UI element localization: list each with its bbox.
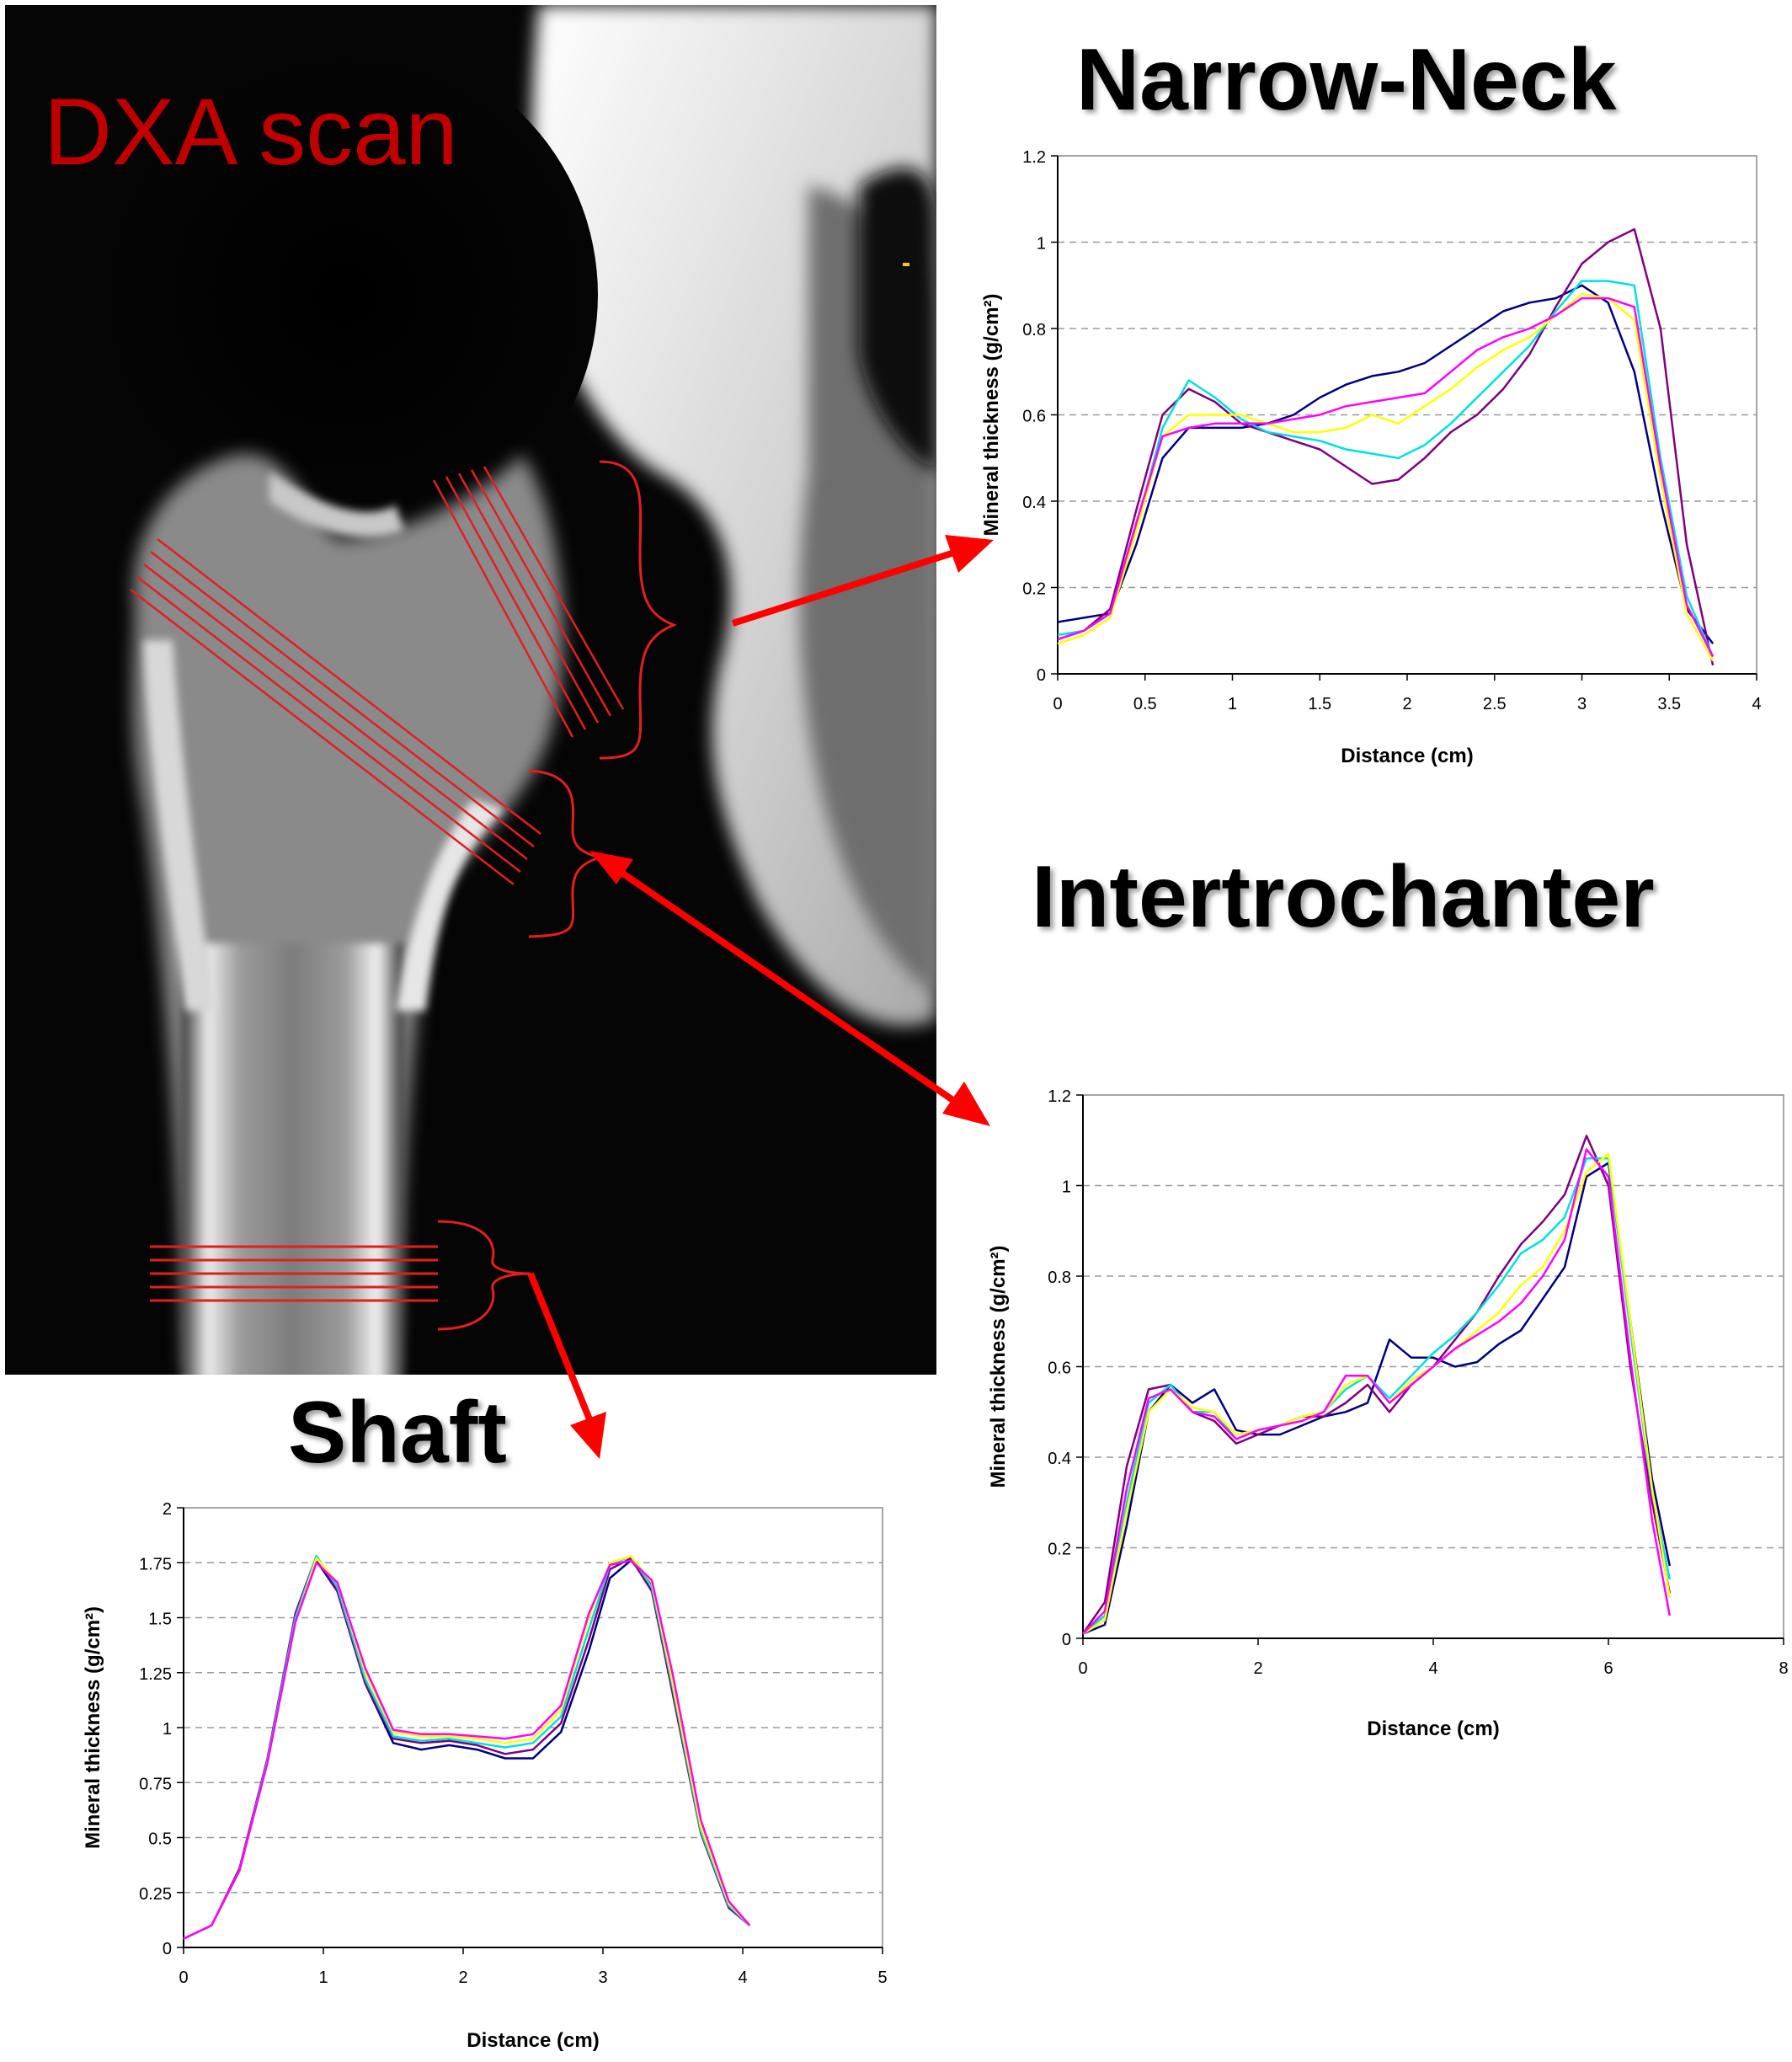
narrow-neck-xtick-label: 0: [1053, 695, 1062, 713]
intertrochanter-ytick-label: 0.4: [1048, 1450, 1071, 1468]
shaft-ytick-label: 1: [163, 1720, 172, 1739]
intertrochanter-series-5-line: [1082, 1148, 1672, 1635]
narrow-neck-ytick-label: 1.2: [1022, 148, 1046, 167]
intertrochanter-xtick-label: 8: [1779, 1659, 1788, 1678]
shaft-ytick-label: 0.25: [139, 1885, 172, 1904]
intertrochanter-xtick-label: 0: [1078, 1659, 1087, 1678]
intertrochanter-title: Intertrochanter: [1032, 848, 1655, 946]
intertrochanter-ytick-label: 0: [1062, 1631, 1071, 1649]
narrow-neck-ytick-label: 0.6: [1022, 408, 1046, 426]
narrow-neck-chart: 0 0.2 0.4 0.6 0.8 1 1.2 0 0.5 1 1.5 2 2.5 3 3.5 4 Distan…: [980, 148, 1762, 767]
dxa-scan-label: DXA scan: [44, 79, 458, 184]
arrow-to-narrow-neck: [731, 535, 994, 627]
arrow-to-intertrochanter: [589, 851, 990, 1126]
shaft-xtick-label: 2: [458, 1969, 467, 1987]
intertrochanter-x-axis-label: Distance (cm): [1367, 1717, 1499, 1740]
shaft-ytick-label: 1.75: [139, 1555, 172, 1573]
intertrochanter-ytick-label: 0.6: [1048, 1360, 1071, 1378]
narrow-neck-series-3-line: [1057, 280, 1715, 657]
narrow-neck-xtick-label: 1.5: [1308, 695, 1331, 713]
shaft-title: Shaft: [288, 1384, 507, 1482]
narrow-neck-ytick-label: 0.8: [1022, 321, 1046, 339]
intertrochanter-xtick-label: 4: [1428, 1659, 1437, 1678]
narrow-neck-xtick-label: 0.5: [1133, 695, 1157, 713]
narrow-neck-xtick-label: 2: [1402, 695, 1411, 713]
intertrochanter-ytick-label: 1.2: [1048, 1087, 1071, 1106]
intertrochanter-series-1-line: [1082, 1162, 1672, 1635]
shaft-ytick-label: 0.75: [139, 1775, 172, 1793]
intertrochanter-xtick-label: 2: [1253, 1659, 1262, 1678]
narrow-neck-series-1-line: [1057, 284, 1715, 644]
intertrochanter-chart: 0 0.2 0.4 0.6 0.8 1 1.2 0 2 4 6 8 Distance (cm) Miner…: [987, 1087, 1789, 1740]
shaft-ytick-label: 0: [163, 1940, 172, 1958]
narrow-neck-roi-lines: [432, 466, 625, 738]
shaft-xtick-label: 1: [318, 1969, 328, 1987]
shaft-xtick-label: 5: [877, 1969, 887, 1987]
shaft-xtick-label: 3: [598, 1969, 607, 1987]
narrow-neck-title: Narrow-Neck: [1076, 31, 1617, 129]
dxa-scan-image: DXA scan: [5, 5, 936, 1375]
intertrochanter-ytick-label: 1: [1062, 1178, 1071, 1197]
intertrochanter-y-axis-label: Mineral thickness (g/cm²): [987, 1245, 1010, 1488]
shaft-xtick-label: 4: [738, 1969, 747, 1987]
narrow-neck-xtick-label: 2.5: [1483, 695, 1507, 713]
narrow-neck-ytick-label: 0.4: [1022, 494, 1046, 512]
shaft-ytick-label: 1.5: [148, 1611, 172, 1629]
annotation-arrows: [527, 535, 994, 1459]
intertrochanter-xtick-label: 6: [1603, 1659, 1613, 1678]
narrow-neck-xtick-label: 1: [1228, 695, 1237, 713]
narrow-neck-x-axis-label: Distance (cm): [1341, 745, 1473, 767]
narrow-neck-ytick-label: 0.2: [1022, 580, 1046, 599]
narrow-neck-xtick-label: 3.5: [1657, 695, 1681, 713]
narrow-neck-y-axis-label: Mineral thickness (g/cm²): [980, 293, 1003, 536]
shaft-roi-lines: [150, 1245, 438, 1302]
shaft-x-axis-label: Distance (cm): [467, 2029, 599, 2052]
narrow-neck-series-2-line: [1057, 227, 1715, 666]
narrow-neck-ytick-label: 1: [1037, 235, 1046, 254]
shaft-ytick-label: 1.25: [139, 1665, 172, 1684]
narrow-neck-brace: [599, 460, 678, 760]
narrow-neck-ytick-label: 0: [1037, 666, 1046, 685]
narrow-neck-xtick-label: 3: [1577, 695, 1587, 713]
arrow-to-shaft: [527, 1272, 606, 1459]
shaft-series-5-line: [183, 1559, 751, 1940]
intertrochanter-roi-lines: [130, 538, 541, 885]
narrow-neck-xtick-label: 4: [1752, 695, 1761, 713]
intertrochanter-ytick-label: 0.2: [1048, 1541, 1071, 1559]
intertrochanter-ytick-label: 0.8: [1048, 1269, 1071, 1287]
shaft-ytick-label: 0.5: [148, 1830, 172, 1849]
shaft-ytick-label: 2: [163, 1500, 172, 1519]
shaft-chart: 0 0.25 0.5 0.75 1 1.25 1.5 1.75 2 0 1 2 3 4 5 Distance …: [82, 1500, 888, 2052]
shaft-y-axis-label: Mineral thickness (g/cm²): [82, 1606, 104, 1849]
shaft-xtick-label: 0: [179, 1969, 188, 1987]
narrow-neck-series-5-line: [1057, 296, 1715, 658]
